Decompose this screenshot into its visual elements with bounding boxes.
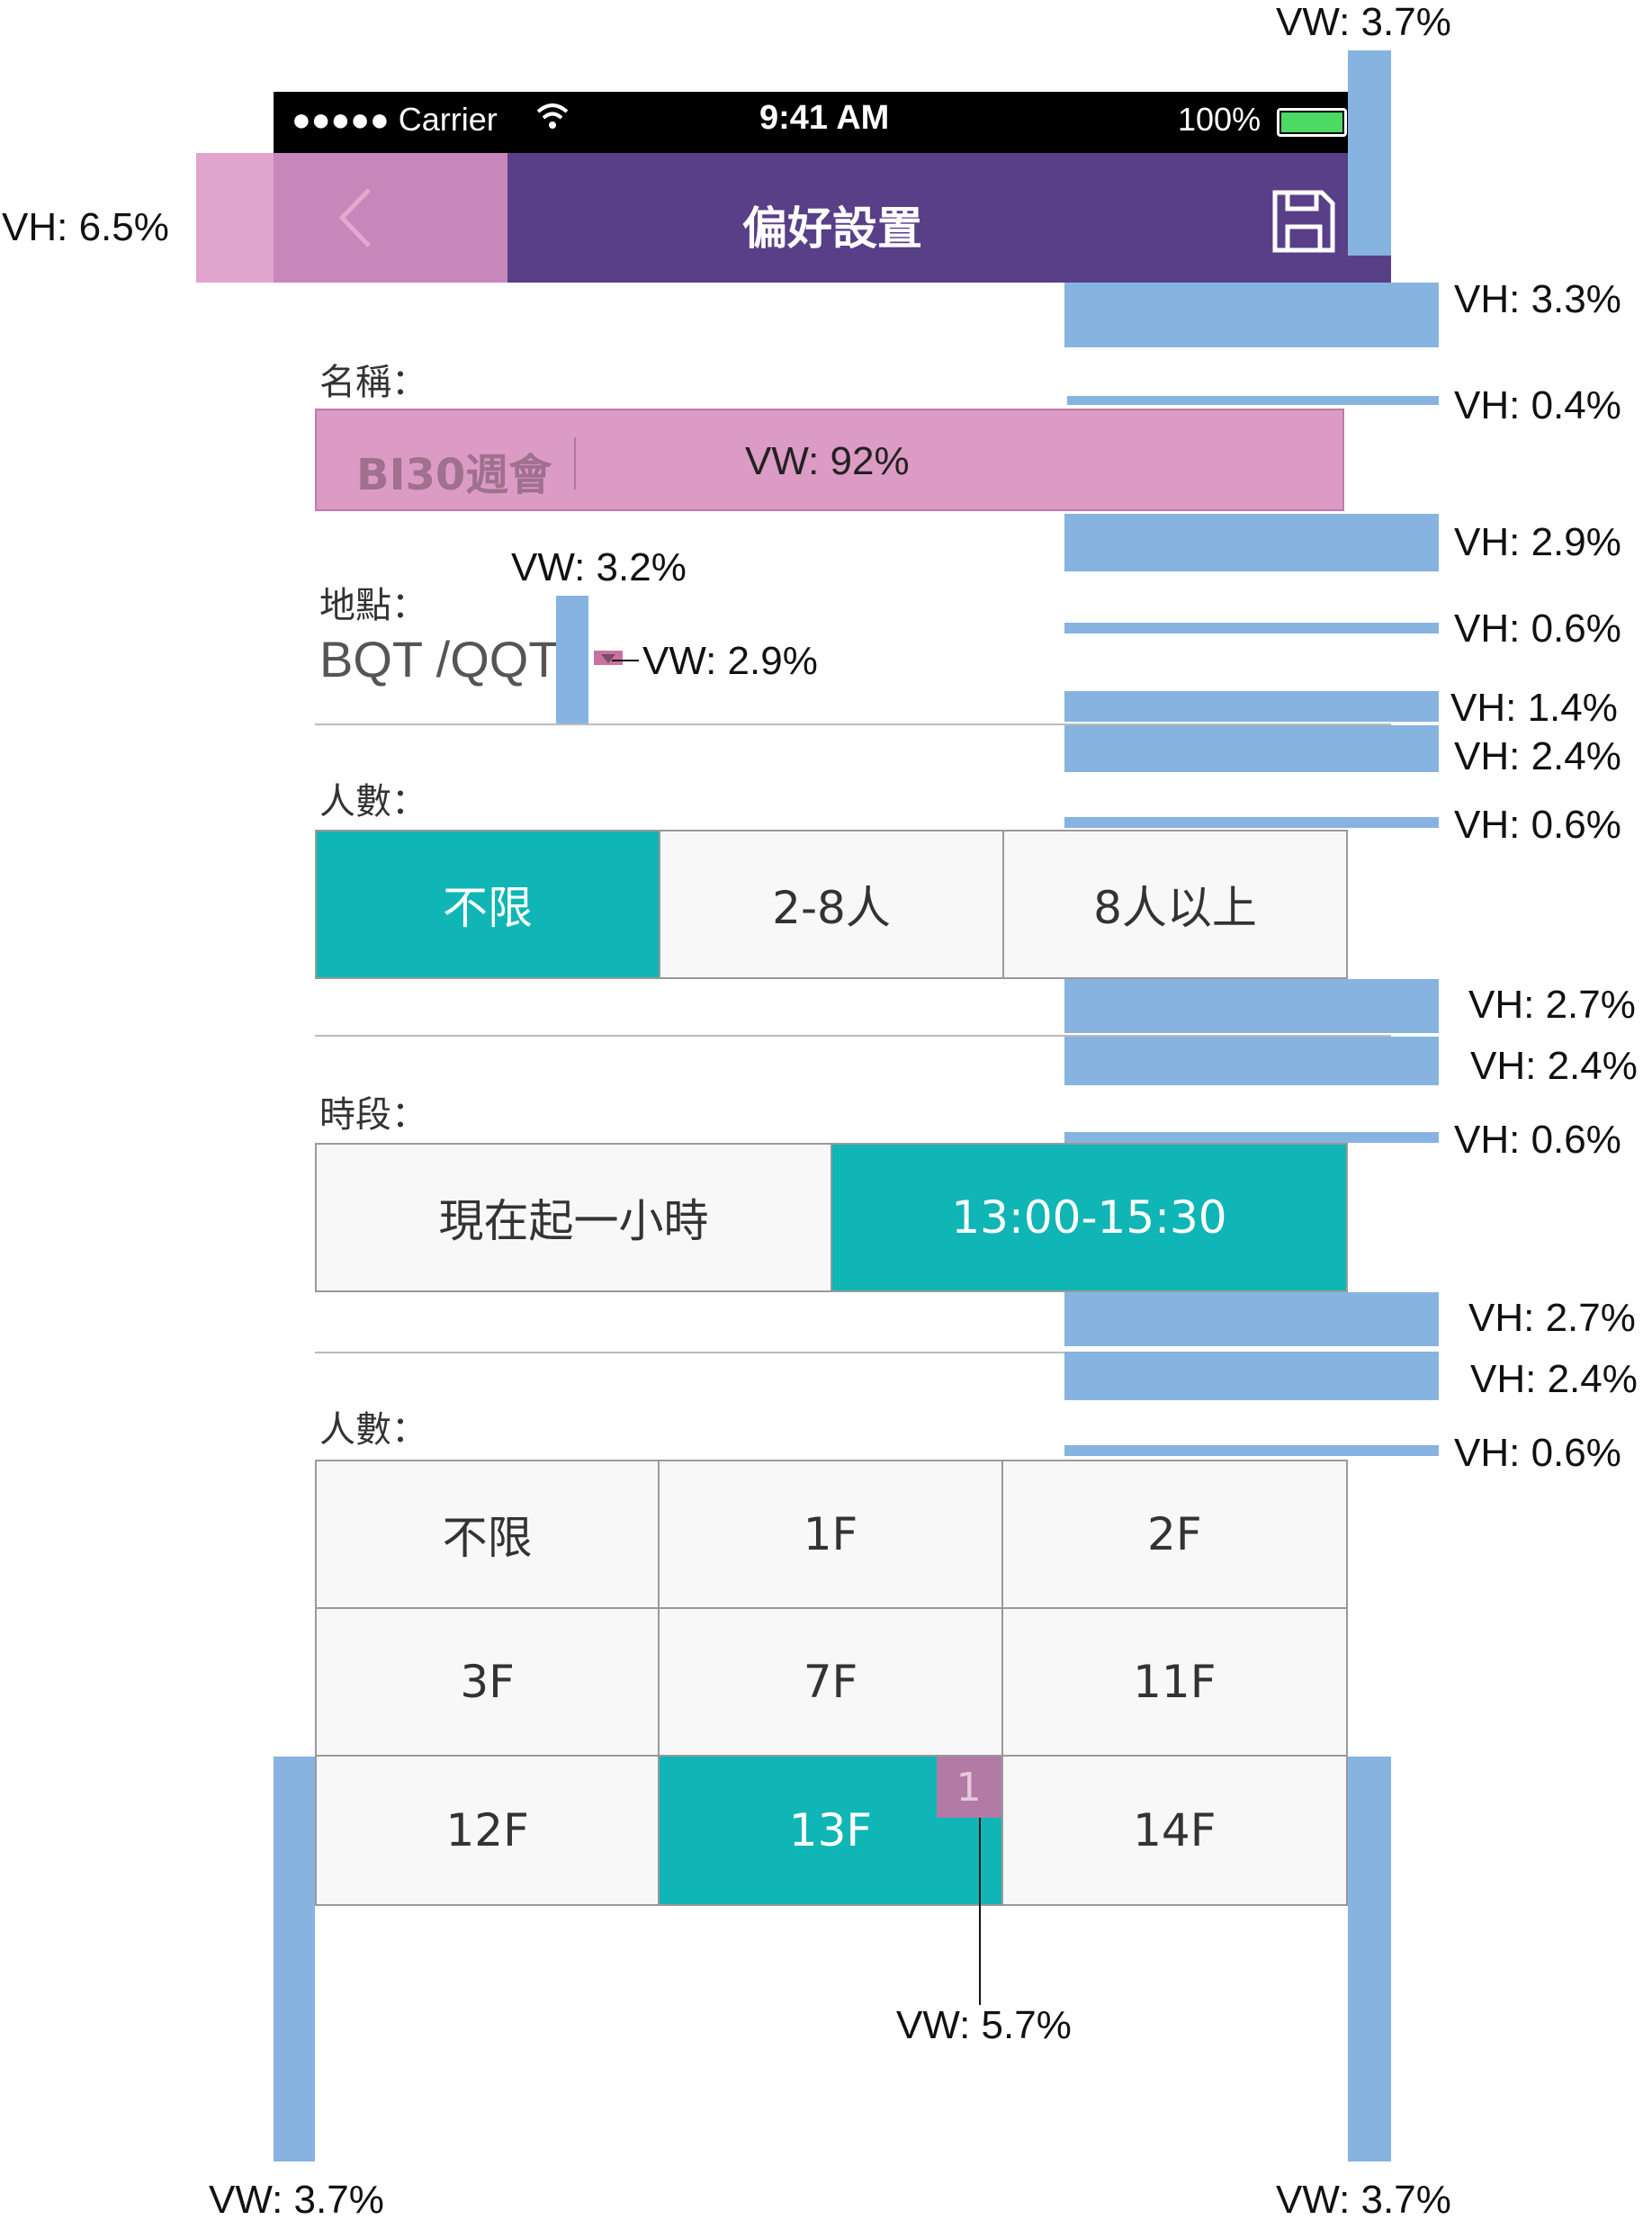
carrier-label: ●●●●● Carrier (292, 101, 498, 138)
annot-vh-2: VH: 0.4% (1454, 383, 1621, 427)
battery-icon (1277, 108, 1353, 137)
floor-label: 人數： (319, 1409, 427, 1451)
annot-bar-vh-5 (1064, 691, 1439, 722)
floor-option-3f[interactable]: 3F (317, 1609, 660, 1757)
annot-vh-7: VH: 0.6% (1454, 803, 1621, 847)
location-label: 地點： (319, 585, 427, 626)
floor-option-14f[interactable]: 14F (1002, 1757, 1346, 1904)
annot-vh-5: VH: 1.4% (1450, 686, 1618, 730)
name-label: 名稱： (319, 362, 427, 403)
annot-vh-6: VH: 2.4% (1454, 734, 1621, 778)
floor-option-11f[interactable]: 11F (1002, 1609, 1346, 1757)
page-title: 偏好設置 (742, 202, 922, 255)
floor-option-unlimited[interactable]: 不限 (317, 1461, 660, 1609)
save-floppy-icon[interactable] (1271, 189, 1336, 254)
annot-vw-right: VW: 3.7% (1276, 2178, 1451, 2222)
annot-leader-line (612, 660, 639, 661)
status-bar: ●●●●● Carrier 9:41 AM 100% (274, 92, 1391, 153)
divider (315, 724, 1391, 725)
annot-vh-4: VH: 0.6% (1454, 607, 1621, 651)
name-input-value[interactable]: BI30週會 (356, 450, 552, 500)
people-option-unlimited[interactable]: 不限 (317, 831, 660, 977)
annot-bar-vh-3 (1064, 514, 1439, 571)
annot-bar-vh-6 (1064, 725, 1439, 772)
annot-vh-10: VH: 0.6% (1454, 1118, 1621, 1162)
dropdown-arrow-icon[interactable] (594, 651, 623, 669)
annot-vh-11: VH: 2.7% (1468, 1296, 1636, 1340)
annot-vw-top: VW: 3.7% (1276, 0, 1451, 44)
annot-bar-vh-2 (1067, 396, 1439, 405)
annot-leader-line-badge (979, 1818, 981, 2005)
floor-option-7f[interactable]: 7F (660, 1609, 1003, 1757)
annot-vh-3: VH: 2.9% (1454, 520, 1621, 564)
annot-bar-vh-4 (1064, 623, 1439, 634)
floor-badge: 1 (936, 1757, 1001, 1818)
name-input[interactable]: BI30週會 VW: 92% (315, 409, 1344, 511)
divider (315, 1035, 1391, 1037)
annot-vh-13: VH: 0.6% (1454, 1431, 1621, 1475)
battery-percent: 100% (1178, 101, 1261, 138)
people-option-8plus[interactable]: 8人以上 (1004, 831, 1346, 977)
annot-vw-name: VW: 92% (745, 439, 910, 483)
location-value[interactable]: BQT /QQT (319, 631, 560, 688)
floor-option-13f[interactable]: 13F 1 (660, 1757, 1003, 1904)
wifi-icon (534, 101, 570, 141)
floor-option-12f[interactable]: 12F (317, 1757, 660, 1904)
floor-grid: 不限 1F 2F 3F 7F 11F 12F 13F 1 14F (315, 1460, 1348, 1906)
annot-bar-vh-12 (1064, 1352, 1439, 1400)
back-chevron-icon[interactable] (333, 184, 378, 251)
people-label: 人數： (319, 781, 427, 822)
annot-bar-vh-1 (1064, 283, 1439, 347)
time-segmented-control: 現在起一小時 13:00-15:30 (315, 1143, 1348, 1292)
divider (315, 1352, 1391, 1353)
annot-bar-vh-7 (1064, 817, 1439, 828)
back-button-area[interactable] (196, 153, 507, 283)
annot-vh-8: VH: 2.7% (1468, 983, 1636, 1027)
time-option-next-hour[interactable]: 現在起一小時 (317, 1145, 832, 1290)
annot-vw-arrow: VW: 2.9% (642, 639, 818, 683)
floor-option-13f-label: 13F (788, 1804, 873, 1856)
annot-vw-badge: VW: 5.7% (896, 2003, 1072, 2047)
annot-vh-9: VH: 2.4% (1470, 1044, 1638, 1088)
floor-option-1f[interactable]: 1F (660, 1461, 1003, 1609)
annot-bar-vw-top (1348, 50, 1391, 256)
time-label: 時段： (319, 1094, 427, 1136)
annot-vw-left: VW: 3.7% (209, 2178, 384, 2222)
annot-bar-vw-loc-gap (556, 596, 588, 724)
annot-bar-vw-right (1348, 1757, 1391, 2162)
status-time: 9:41 AM (759, 99, 890, 137)
annot-bar-vw-left (274, 1757, 315, 2162)
annot-vw-loc-gap: VW: 3.2% (511, 545, 687, 589)
annot-vh-nav: VH: 6.5% (2, 205, 169, 249)
annot-vh-1: VH: 3.3% (1454, 277, 1621, 321)
floor-option-2f[interactable]: 2F (1002, 1461, 1346, 1609)
annot-vh-12: VH: 2.4% (1470, 1357, 1638, 1401)
text-cursor (574, 437, 576, 490)
annot-bar-vh-8 (1064, 979, 1439, 1033)
people-option-2-8[interactable]: 2-8人 (660, 831, 1004, 977)
annot-bar-vh-11 (1064, 1292, 1439, 1346)
annot-bar-vh-9 (1064, 1037, 1439, 1085)
annot-bar-vh-10 (1064, 1132, 1439, 1143)
people-segmented-control: 不限 2-8人 8人以上 (315, 830, 1348, 979)
time-option-range[interactable]: 13:00-15:30 (832, 1145, 1346, 1290)
annot-bar-vh-13 (1064, 1445, 1439, 1456)
